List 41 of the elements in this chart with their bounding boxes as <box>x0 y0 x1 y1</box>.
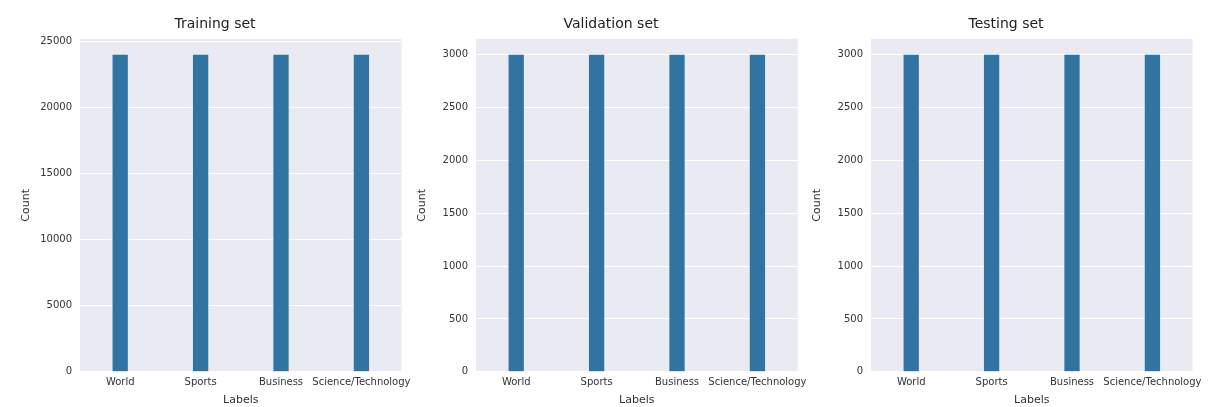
x-tick-label: Sports <box>184 376 217 388</box>
y-tick-label: 0 <box>856 365 863 377</box>
y-tick-label: 2000 <box>442 153 468 165</box>
y-tick-label: 5000 <box>46 299 72 311</box>
y-tick-label: 1500 <box>837 206 863 218</box>
y-axis-title: Count <box>415 188 429 222</box>
y-tick-label: 20000 <box>40 101 72 113</box>
y-tick-label: 25000 <box>40 35 72 47</box>
x-tick-label: Business <box>654 376 700 388</box>
chart-title: Validation set <box>563 15 659 32</box>
x-tick-label: World <box>501 376 531 388</box>
x-tick-label: World <box>105 376 135 388</box>
x-tick-label: Science/Technology <box>1103 376 1202 388</box>
x-tick-label: World <box>896 376 926 388</box>
y-tick-label: 3000 <box>837 48 863 60</box>
chart-title: Training set <box>173 15 257 32</box>
chart-title: Testing set <box>967 15 1045 32</box>
y-tick-label: 2000 <box>837 153 863 165</box>
x-axis-title: Labels <box>1014 393 1050 407</box>
x-axis-title: Labels <box>619 393 655 407</box>
x-tick-label: Science/Technology <box>312 376 411 388</box>
y-tick-label: 10000 <box>40 233 72 245</box>
y-tick-label: 1500 <box>442 206 468 218</box>
y-tick-label: 2500 <box>442 101 468 113</box>
y-tick-label: 15000 <box>40 167 72 179</box>
y-tick-label: 0 <box>461 365 468 377</box>
x-tick-label: Business <box>1049 376 1095 388</box>
y-tick-label: 1000 <box>837 259 863 271</box>
y-tick-label: 500 <box>843 312 863 324</box>
x-tick-label: Science/Technology <box>708 376 807 388</box>
y-tick-label: 1000 <box>442 259 468 271</box>
x-tick-label: Sports <box>580 376 613 388</box>
y-tick-label: 500 <box>448 312 468 324</box>
y-tick-label: 0 <box>65 365 72 377</box>
y-tick-label: 2500 <box>837 101 863 113</box>
x-axis-title: Labels <box>223 393 259 407</box>
x-tick-label: Business <box>258 376 304 388</box>
x-tick-label: Sports <box>975 376 1008 388</box>
y-axis-title: Count <box>810 188 824 222</box>
y-tick-label: 3000 <box>442 48 468 60</box>
y-axis-title: Count <box>19 188 33 222</box>
